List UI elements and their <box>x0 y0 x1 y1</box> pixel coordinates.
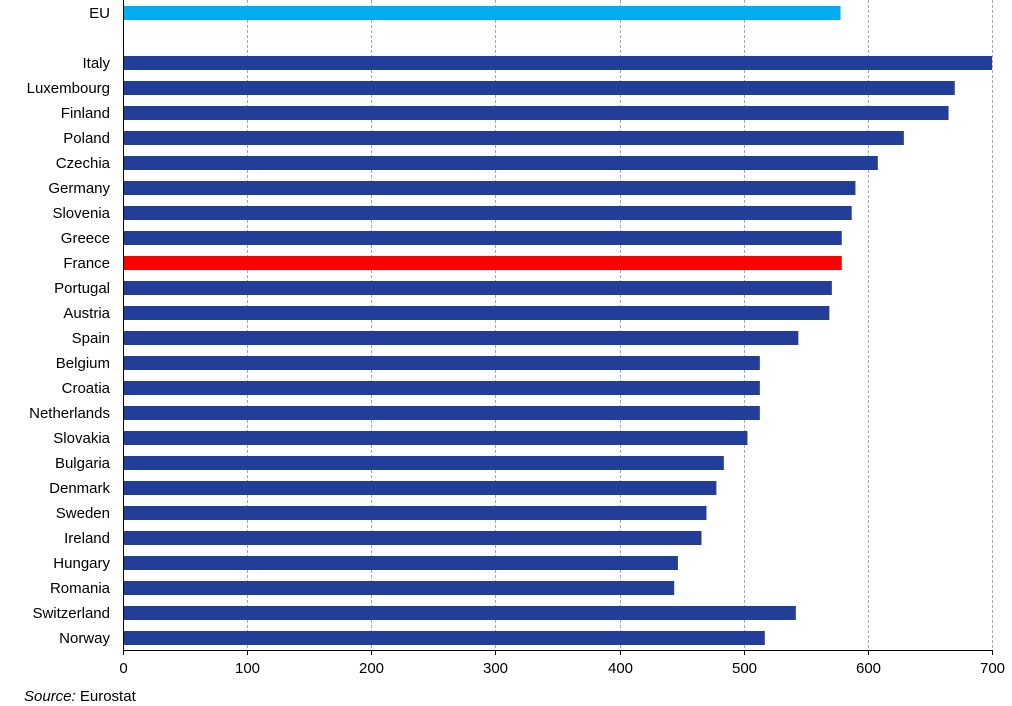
category-label-romania: Romania <box>50 580 111 597</box>
category-label-netherlands: Netherlands <box>29 405 110 422</box>
x-tick-label-500: 500 <box>732 660 757 677</box>
x-tick-label-100: 100 <box>235 660 260 677</box>
x-tick-label-200: 200 <box>359 660 384 677</box>
category-label-italy: Italy <box>82 55 110 72</box>
bar-denmark <box>123 481 717 495</box>
category-label-switzerland: Switzerland <box>32 605 110 622</box>
bar-hungary <box>123 556 678 570</box>
bar-czechia <box>123 156 878 170</box>
category-label-denmark: Denmark <box>49 480 110 497</box>
bar-portugal <box>123 281 832 295</box>
category-label-slovakia: Slovakia <box>53 430 110 447</box>
x-tick-label-0: 0 <box>119 660 127 677</box>
bar-slovakia <box>123 431 748 445</box>
category-label-hungary: Hungary <box>53 555 110 572</box>
category-label-poland: Poland <box>63 130 110 147</box>
bar-sweden <box>123 506 707 520</box>
bar-spain <box>123 331 799 345</box>
category-label-luxembourg: Luxembourg <box>27 80 110 97</box>
bar-belgium <box>123 356 760 370</box>
category-label-germany: Germany <box>48 180 110 197</box>
bar-slovenia <box>123 206 852 220</box>
bar-greece <box>123 231 842 245</box>
category-label-slovenia: Slovenia <box>52 205 110 222</box>
bar-switzerland <box>123 606 796 620</box>
bar-germany <box>123 181 856 195</box>
category-label-finland: Finland <box>61 105 110 122</box>
category-label-france: France <box>63 255 110 272</box>
x-axis: 0 100 200 300 400 500 600 700 <box>119 0 1005 677</box>
bar-austria <box>123 306 830 320</box>
bar-poland <box>123 131 904 145</box>
bar-bulgaria <box>123 456 724 470</box>
x-tick-label-300: 300 <box>483 660 508 677</box>
x-tick-label-600: 600 <box>856 660 881 677</box>
grid-lines <box>247 0 993 650</box>
category-label-austria: Austria <box>63 305 110 322</box>
x-tick-label-700: 700 <box>980 660 1005 677</box>
category-label-greece: Greece <box>61 230 110 247</box>
source-label: Source: <box>24 688 76 705</box>
category-label-belgium: Belgium <box>56 355 110 372</box>
bar-romania <box>123 581 675 595</box>
category-label-croatia: Croatia <box>62 380 111 397</box>
bar-croatia <box>123 381 760 395</box>
bar-ireland <box>123 531 702 545</box>
bar-norway <box>123 631 765 645</box>
category-label-sweden: Sweden <box>56 505 110 522</box>
category-label-bulgaria: Bulgaria <box>55 455 111 472</box>
category-label-ireland: Ireland <box>64 530 110 547</box>
bar-eu <box>123 6 841 20</box>
bar-netherlands <box>123 406 760 420</box>
source-text: Eurostat <box>79 688 136 705</box>
bars <box>123 6 992 645</box>
bar-finland <box>123 106 949 120</box>
source-note: Source: Eurostat <box>24 688 136 705</box>
bar-italy <box>123 56 992 70</box>
bar-luxembourg <box>123 81 955 95</box>
category-label-czechia: Czechia <box>56 155 111 172</box>
bar-france <box>123 256 842 270</box>
category-labels: EU Italy Luxembourg Finland Poland Czechia Ger… <box>27 5 111 647</box>
category-label-spain: Spain <box>72 330 110 347</box>
x-tick-label-400: 400 <box>608 660 633 677</box>
category-label-norway: Norway <box>59 630 110 647</box>
category-label-eu: EU <box>89 5 110 22</box>
category-label-portugal: Portugal <box>54 280 110 297</box>
